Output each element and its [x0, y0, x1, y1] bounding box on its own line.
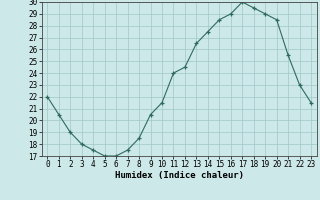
X-axis label: Humidex (Indice chaleur): Humidex (Indice chaleur) [115, 171, 244, 180]
